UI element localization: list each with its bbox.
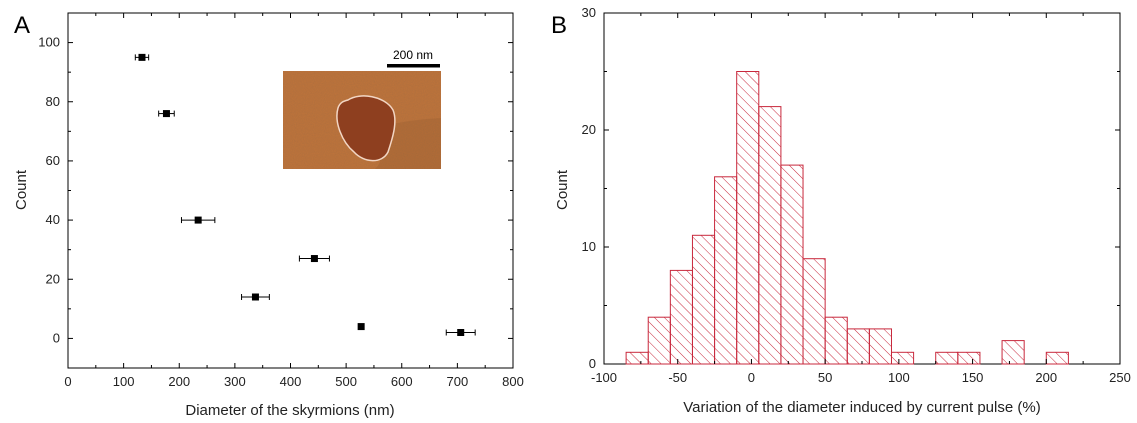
b-xtick-label: 250 (1109, 370, 1131, 385)
a-data-point (357, 323, 365, 331)
a-ytick-label: 80 (46, 94, 60, 109)
inset-skyrmion-domain (336, 95, 396, 162)
chart-b-ticks: -100 -50 0 50 100 150 200 250 0 10 20 30 (582, 5, 1131, 385)
b-histogram-bar (802, 258, 826, 365)
b-histogram-bar (625, 351, 649, 365)
b-histogram-bar (846, 328, 870, 365)
a-ytick-label: 0 (53, 330, 60, 345)
chart-b-bars (625, 71, 1069, 365)
a-xtick-label: 600 (391, 374, 413, 389)
chart-a-points (134, 53, 476, 336)
b-histogram-bar (824, 316, 848, 365)
a-xtick-label: 400 (280, 374, 302, 389)
b-xtick-label: 150 (962, 370, 984, 385)
b-histogram-bar (1001, 340, 1025, 365)
chart-a-xlabel: Diameter of the skyrmions (nm) (185, 402, 394, 419)
a-xtick-label: 700 (447, 374, 469, 389)
a-xtick-label: 800 (502, 374, 524, 389)
a-data-point (457, 329, 465, 336)
chart-a: 0 100 200 300 400 500 600 700 800 0 20 40 60 80 100 20… (13, 12, 524, 419)
b-histogram-bar (957, 351, 981, 365)
b-histogram-bar (780, 164, 804, 365)
a-xtick-label: 0 (64, 374, 71, 389)
chart-a-ticks: 0 100 200 300 400 500 600 700 800 0 20 40 60 80 100 (38, 13, 524, 389)
b-histogram-bar (714, 176, 738, 365)
a-xtick-label: 200 (168, 374, 190, 389)
a-xtick-label: 500 (335, 374, 357, 389)
b-ytick-label: 10 (582, 239, 596, 254)
b-histogram-bar (868, 328, 892, 365)
chart-a-inset: 200 nm (268, 45, 453, 173)
a-xtick-label: 300 (224, 374, 246, 389)
scale-bar (387, 64, 440, 68)
a-ytick-label: 40 (46, 212, 60, 227)
b-xtick-label: 200 (1035, 370, 1057, 385)
b-xtick-label: -50 (668, 370, 687, 385)
b-xtick-label: 50 (818, 370, 832, 385)
panel-a-label: A (14, 12, 30, 39)
chart-a-ylabel: Count (13, 169, 30, 210)
chart-b: -100 -50 0 50 100 150 200 250 0 10 20 30 Variation … (554, 5, 1131, 416)
a-data-point (194, 216, 202, 224)
b-histogram-bar (691, 234, 716, 365)
b-histogram-bar (1045, 351, 1069, 365)
panel-b-label: B (551, 12, 567, 39)
b-histogram-bar (935, 351, 959, 365)
a-data-point (162, 110, 170, 118)
b-ytick-label: 0 (589, 356, 596, 371)
b-ytick-label: 20 (582, 122, 596, 137)
b-xtick-label: 0 (748, 370, 755, 385)
b-histogram-bar (669, 269, 693, 365)
a-ytick-label: 60 (46, 153, 60, 168)
chart-b-ylabel: Count (554, 169, 571, 210)
b-histogram-bar (736, 71, 760, 365)
a-data-point (310, 255, 318, 263)
a-ytick-label: 20 (46, 271, 60, 286)
scale-bar-label: 200 nm (393, 48, 433, 62)
b-xtick-label: -100 (591, 370, 617, 385)
a-xtick-label: 100 (113, 374, 135, 389)
chart-b-xlabel: Variation of the diameter induced by cur… (683, 399, 1040, 416)
a-data-point (251, 293, 259, 301)
b-xtick-label: 100 (888, 370, 910, 385)
a-ytick-label: 100 (38, 35, 60, 50)
b-ytick-label: 30 (582, 5, 596, 20)
a-data-point (138, 53, 146, 61)
b-histogram-bar (647, 316, 671, 365)
b-histogram-bar (890, 351, 915, 365)
b-histogram-bar (758, 106, 782, 365)
